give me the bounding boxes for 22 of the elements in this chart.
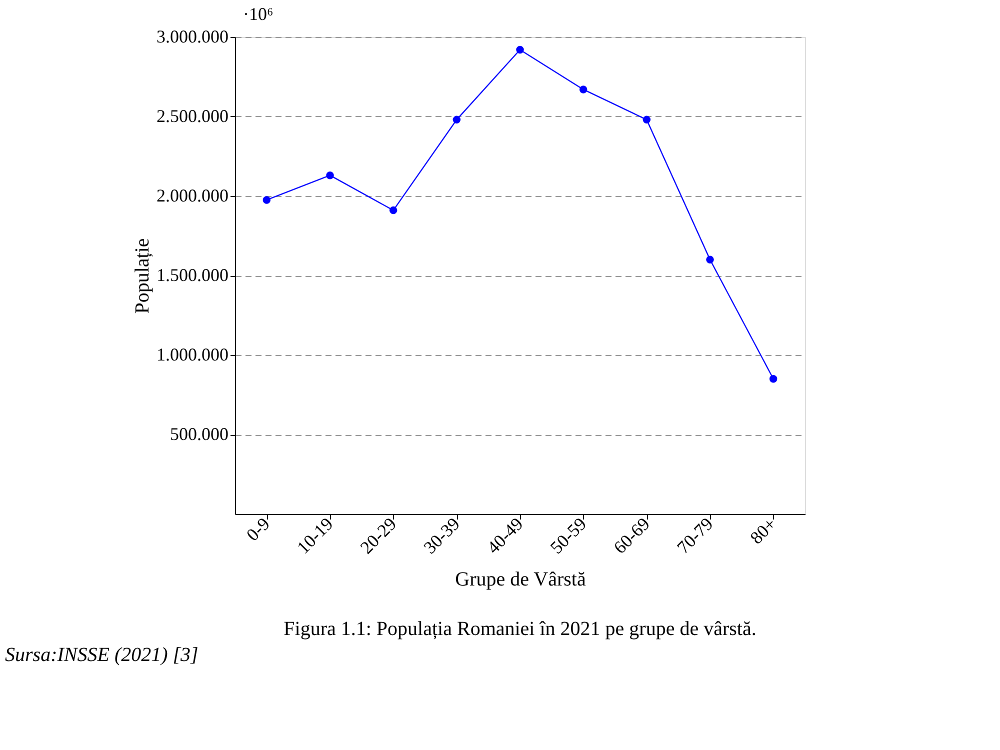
text: Figura 1.1: Populația Romaniei în 2021 pe grupe de vârstă. — [284, 618, 756, 640]
y-tick-label: 3.000.000 — [156, 26, 228, 46]
point — [516, 46, 524, 54]
text: ·10⁶ — [243, 4, 274, 24]
point — [706, 256, 714, 264]
point — [579, 86, 588, 94]
x-axis-title: Grupe de Vârstă — [455, 568, 586, 591]
y-tick-label: 2.500.000 — [156, 106, 228, 126]
point — [452, 116, 461, 124]
y-tick-label: 2.000.000 — [156, 186, 228, 206]
point — [389, 206, 398, 214]
point — [642, 116, 651, 124]
point — [326, 171, 334, 180]
point — [262, 196, 271, 204]
y-tick-label: 1.000.000 — [156, 344, 228, 364]
x-tick-label: 0-9 — [242, 514, 274, 545]
y-tick-label: 500.000 — [170, 424, 228, 444]
x-tick-label: 80+ — [746, 514, 780, 548]
point — [769, 374, 778, 383]
y-tick-label: 1.500.000 — [156, 265, 228, 285]
y-axis-title: Populație — [132, 238, 154, 314]
text: Sursa:INSSE (2021) [3] — [5, 644, 198, 666]
